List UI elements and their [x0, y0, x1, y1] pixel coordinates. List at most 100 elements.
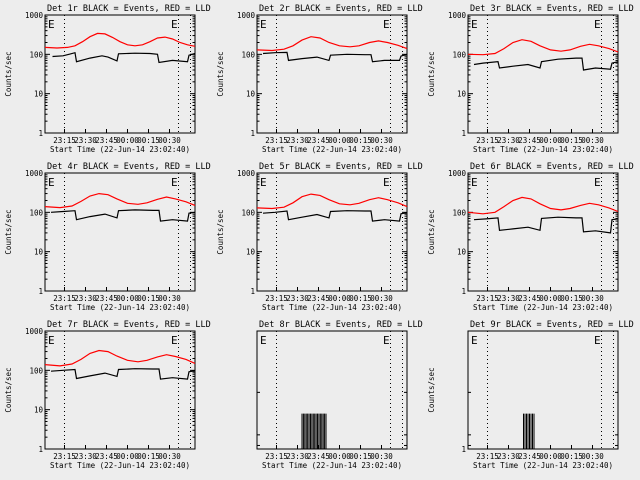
x-tick-label: 23:45: [518, 136, 541, 145]
event-marker-label: E: [171, 18, 178, 31]
x-tick-label: 00:15: [349, 136, 372, 145]
x-tick-label: 00:00: [539, 452, 562, 461]
plot-frame: [44, 172, 196, 292]
x-tick-label: 23:15: [476, 136, 499, 145]
panel-title: Det 9r BLACK = Events, RED = LLD: [470, 320, 634, 330]
x-tick-label: 00:00: [116, 136, 139, 145]
lld-rate-line: [467, 39, 619, 56]
event-marker-label: E: [383, 176, 390, 189]
x-tick-label: 23:45: [518, 294, 541, 303]
event-rate-line: [473, 216, 619, 234]
event-marker-label: E: [260, 18, 267, 31]
event-marker-label: E: [471, 334, 478, 347]
x-tick-label: 00:30: [581, 136, 604, 145]
y-tick-label: 1: [38, 287, 43, 296]
y-tick-label: 1000: [237, 11, 256, 20]
y-axis-label: Counts/sec: [4, 209, 13, 254]
x-tick-label: 23:15: [53, 136, 76, 145]
x-axis-label: Start Time (22-Jun-14 23:02:40): [50, 461, 190, 470]
panel-title: Det 7r BLACK = Events, RED = LLD: [47, 320, 211, 330]
x-tick-label: 00:15: [137, 136, 160, 145]
event-marker-label: E: [594, 18, 601, 31]
x-tick-label: 23:45: [518, 452, 541, 461]
x-tick-label: 00:00: [539, 294, 562, 303]
panel-det-7: Det 7r BLACK = Events, RED = LLD E E 23:152…: [4, 320, 211, 470]
x-tick-label: 23:30: [286, 294, 309, 303]
y-tick-label: 10: [457, 90, 467, 99]
x-tick-label: 00:30: [581, 452, 604, 461]
lld-rate-line: [256, 193, 408, 210]
panel-title: Det 3r BLACK = Events, RED = LLD: [470, 4, 634, 14]
x-axis-label: Start Time (22-Jun-14 23:02:40): [262, 145, 402, 154]
y-tick-label: 1: [250, 129, 255, 138]
y-tick-label: 10: [457, 248, 467, 257]
y-tick-label: 100: [452, 208, 466, 217]
event-marker-label: E: [594, 334, 601, 347]
x-tick-label: 00:30: [581, 294, 604, 303]
x-tick-label: 23:15: [265, 452, 288, 461]
x-tick-label: 00:00: [328, 452, 351, 461]
x-tick-label: 00:30: [370, 136, 393, 145]
y-tick-label: 1000: [25, 11, 44, 20]
panel-title: Det 6r BLACK = Events, RED = LLD: [470, 162, 634, 172]
panel-title: Det 1r BLACK = Events, RED = LLD: [47, 4, 211, 14]
x-tick-label: 23:45: [307, 136, 330, 145]
y-axis-label: Counts/sec: [427, 367, 436, 412]
x-tick-label: 00:30: [158, 294, 181, 303]
plot-frame: [44, 14, 196, 134]
y-tick-label: 100: [452, 50, 466, 59]
x-axis-label: Start Time (22-Jun-14 23:02:40): [473, 145, 613, 154]
x-tick-label: 23:30: [74, 452, 97, 461]
y-axis-label: Counts/sec: [216, 209, 225, 254]
panel-title: Det 8r BLACK = Events, RED = LLD: [259, 320, 423, 330]
y-tick-label: 1000: [448, 11, 467, 20]
x-tick-label: 00:30: [370, 294, 393, 303]
y-tick-label: 1: [461, 445, 466, 454]
y-tick-label: 100: [29, 50, 43, 59]
x-tick-label: 00:15: [560, 294, 583, 303]
event-marker-label: E: [48, 176, 55, 189]
x-tick-label: 23:15: [265, 136, 288, 145]
event-marker-label: E: [383, 18, 390, 31]
y-tick-label: 10: [246, 248, 256, 257]
y-axis-label: Counts/sec: [216, 51, 225, 96]
event-rate-line: [50, 209, 196, 222]
plot-frame: [256, 330, 408, 450]
x-tick-label: 23:30: [74, 136, 97, 145]
panel-title: Det 2r BLACK = Events, RED = LLD: [259, 4, 423, 14]
x-tick-label: 23:15: [53, 452, 76, 461]
x-tick-label: 23:30: [497, 294, 520, 303]
x-tick-label: 00:15: [349, 452, 372, 461]
y-axis-label: Counts/sec: [4, 51, 13, 96]
y-axis-label: Counts/sec: [4, 367, 13, 412]
x-tick-label: 00:15: [560, 136, 583, 145]
y-tick-label: 10: [34, 90, 44, 99]
event-marker-label: E: [171, 176, 178, 189]
event-marker-label: E: [471, 18, 478, 31]
x-axis-label: Start Time (22-Jun-14 23:02:40): [473, 303, 613, 312]
event-marker-label: E: [171, 334, 178, 347]
panel-det-9: Det 9r BLACK = Events, RED = LLD E E 23:15 2…: [427, 320, 634, 470]
event-rate-line: [50, 368, 196, 380]
x-axis-label: Start Time (22-Jun-14 23:02:40): [262, 461, 402, 470]
event-marker-label: E: [48, 334, 55, 347]
panel-title: Det 5r BLACK = Events, RED = LLD: [259, 162, 423, 172]
x-axis-label: Start Time (22-Jun-14 23:02:40): [262, 303, 402, 312]
x-tick-label: 23:30: [286, 136, 309, 145]
event-marker-label: E: [48, 18, 55, 31]
y-tick-label: 1000: [237, 169, 256, 178]
x-tick-label: 23:15: [476, 452, 499, 461]
y-tick-label: 1000: [448, 169, 467, 178]
y-tick-label: 10: [34, 248, 44, 257]
y-tick-label: 1: [38, 129, 43, 138]
event-marker-label: E: [471, 176, 478, 189]
event-rate-line: [262, 51, 408, 63]
x-tick-label: 23:45: [307, 294, 330, 303]
plot-frame: [467, 330, 619, 450]
y-tick-label: 100: [29, 208, 43, 217]
x-tick-label: 23:15: [476, 294, 499, 303]
